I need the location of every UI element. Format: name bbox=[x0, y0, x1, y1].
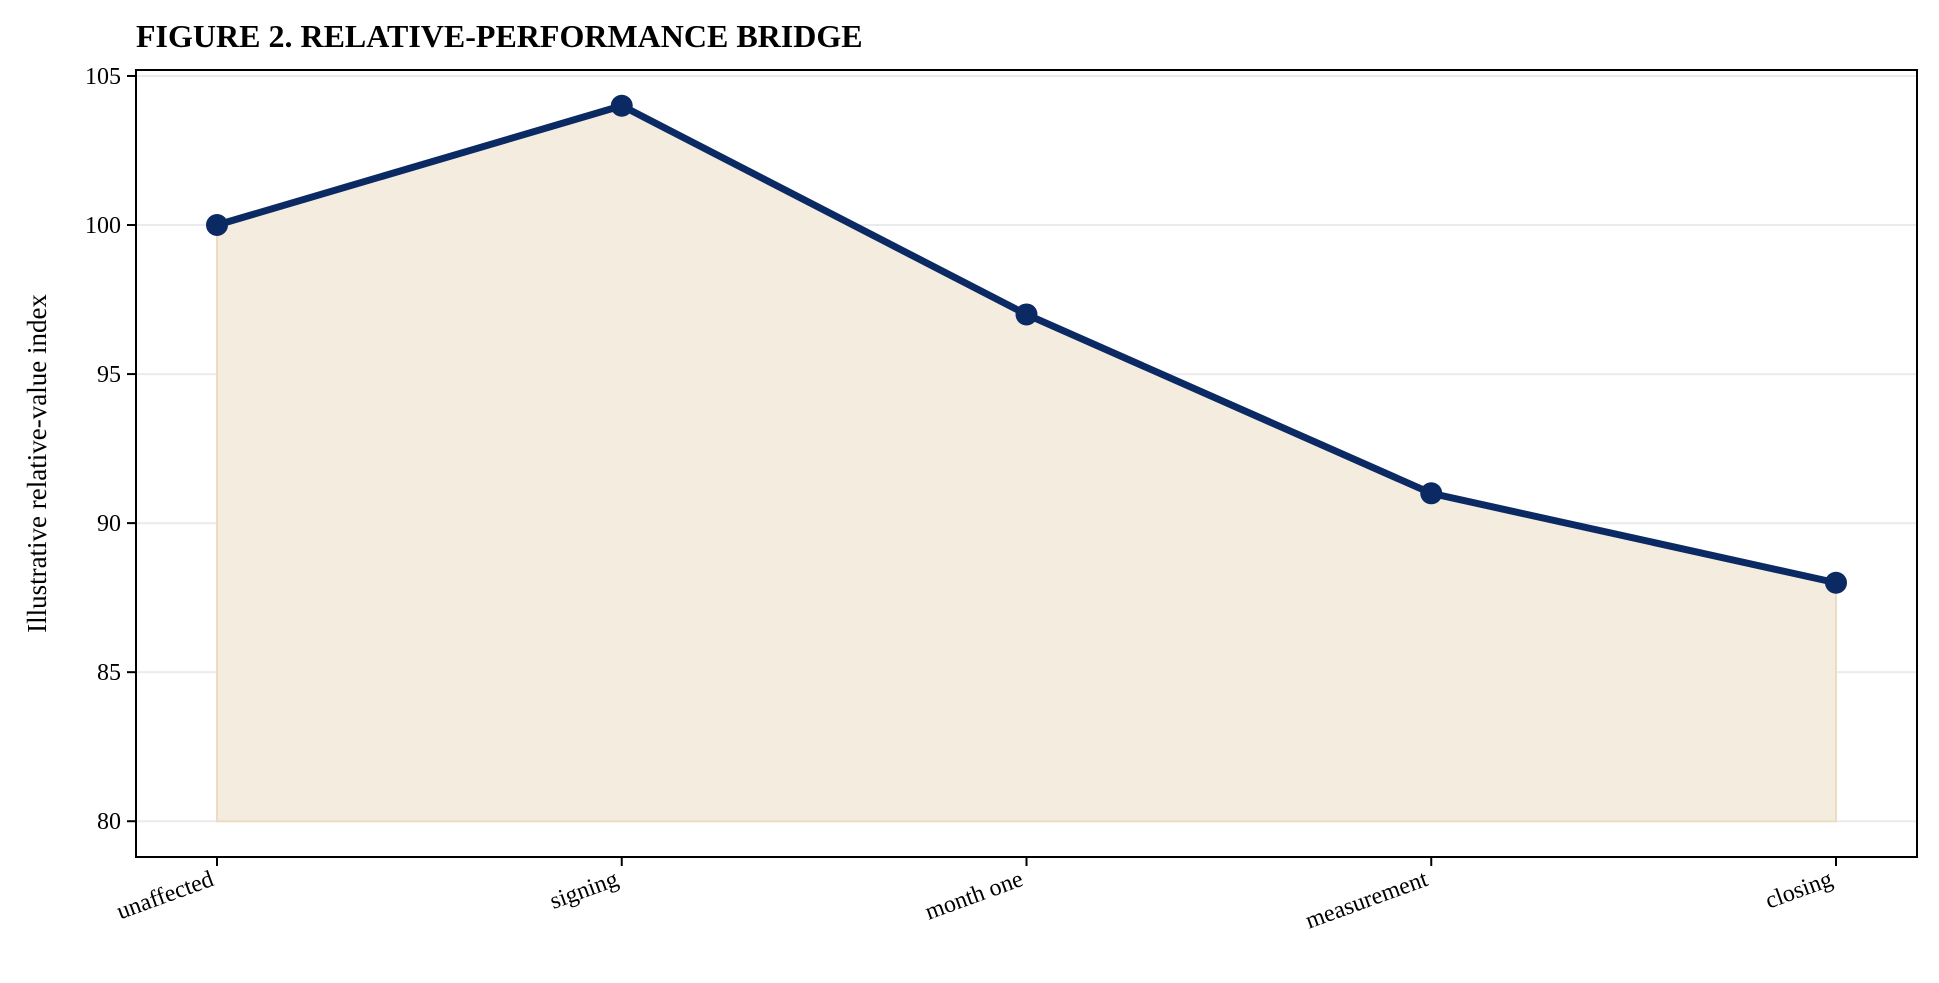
area-fill bbox=[216, 104, 1837, 823]
x-tick-label: unaffected bbox=[113, 866, 217, 925]
x-tick-label: signing bbox=[546, 866, 621, 915]
x-tick-label: month one bbox=[922, 866, 1027, 925]
x-axis-ticks: unaffected signing month one measurement clo… bbox=[113, 857, 1837, 934]
data-point-signing bbox=[610, 94, 633, 117]
chart-title: FIGURE 2. RELATIVE-PERFORMANCE BRIDGE bbox=[136, 18, 863, 54]
y-tick-label: 105 bbox=[85, 64, 121, 90]
data-points bbox=[206, 94, 1847, 594]
y-tick-label: 95 bbox=[97, 362, 121, 388]
data-point-month-one bbox=[1015, 303, 1038, 326]
y-tick-label: 90 bbox=[97, 511, 121, 537]
y-tick-label: 85 bbox=[97, 660, 121, 686]
data-point-closing bbox=[1825, 571, 1847, 594]
data-point-measurement bbox=[1420, 482, 1443, 505]
y-tick-label: 100 bbox=[85, 213, 121, 239]
data-point-unaffected bbox=[206, 214, 228, 237]
y-axis-label: Illustrative relative-value index bbox=[22, 294, 52, 633]
y-tick-label: 80 bbox=[97, 809, 121, 835]
area-fill-layer bbox=[216, 104, 1837, 823]
x-tick-label: measurement bbox=[1302, 866, 1431, 934]
y-axis-ticks: 80 85 90 95 100 105 bbox=[85, 64, 136, 835]
x-tick-label: closing bbox=[1762, 866, 1836, 914]
